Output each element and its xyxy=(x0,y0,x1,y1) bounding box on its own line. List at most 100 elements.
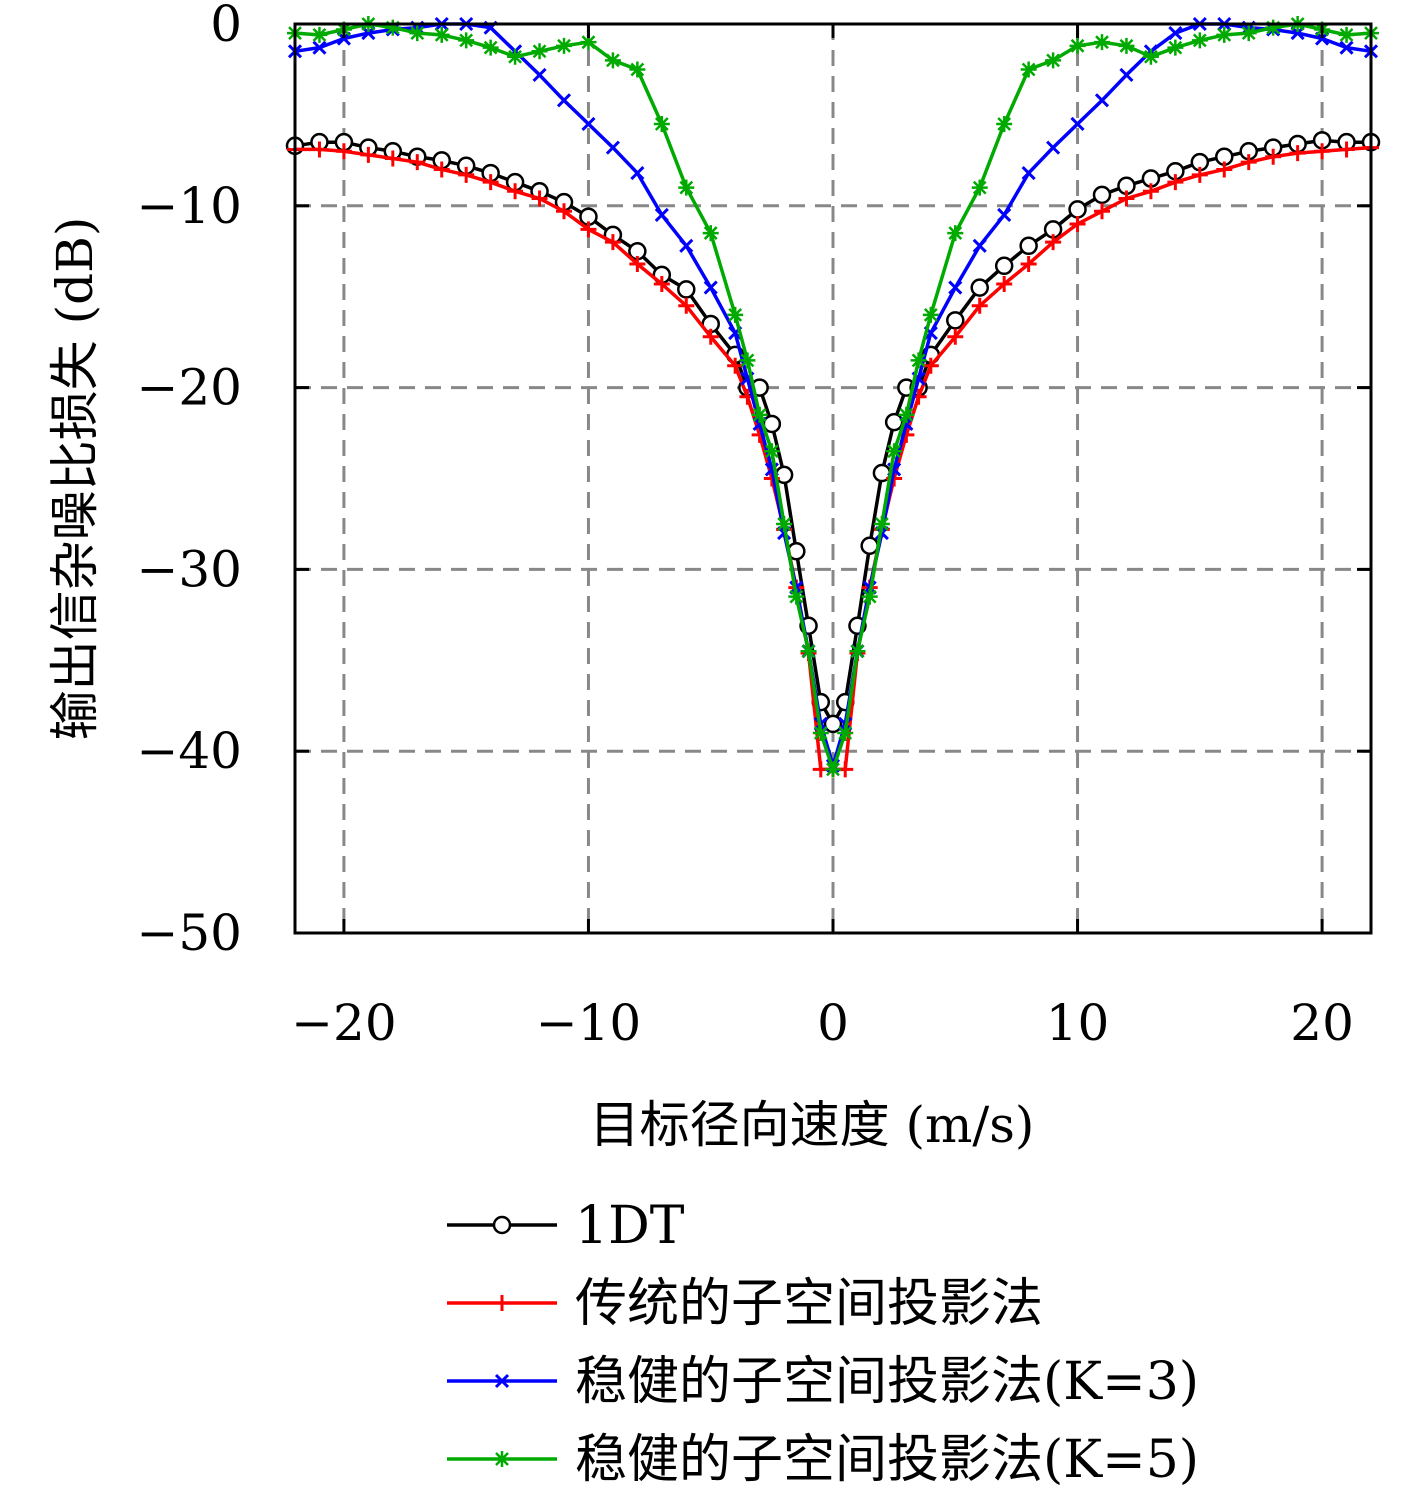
plus-marker xyxy=(1314,143,1331,160)
grid-lines xyxy=(295,24,1371,933)
asterisk-marker xyxy=(580,34,597,51)
plus-marker xyxy=(580,221,597,238)
plus-marker xyxy=(556,203,572,220)
legend-label: 1DT xyxy=(575,1196,685,1256)
x-marker xyxy=(1339,40,1354,55)
plus-marker xyxy=(996,275,1013,292)
y-tick-label: −40 xyxy=(136,722,242,780)
circle-marker xyxy=(884,412,904,432)
axis-ticks: −20 −10 0 10 20 0 −10 −20 −30 −40 −50 xyxy=(136,0,1371,1052)
plus-marker xyxy=(409,154,426,171)
y-tick-label: −50 xyxy=(136,904,242,962)
plus-marker xyxy=(653,275,670,292)
asterisk-marker xyxy=(971,179,988,196)
plus-marker xyxy=(433,161,450,178)
plus-marker xyxy=(1045,234,1062,251)
asterisk-marker xyxy=(788,588,805,605)
x-tick-label: −10 xyxy=(536,994,642,1052)
asterisk-marker xyxy=(311,26,328,43)
asterisk-marker xyxy=(629,61,646,78)
asterisk-marker xyxy=(494,1451,510,1467)
asterisk-marker xyxy=(825,761,841,778)
x-marker xyxy=(997,207,1012,222)
circle-marker xyxy=(946,311,965,330)
circle-marker xyxy=(492,1215,512,1235)
plus-marker xyxy=(1216,161,1233,178)
plus-marker xyxy=(482,174,499,191)
y-tick-label: −10 xyxy=(136,177,242,235)
asterisk-marker xyxy=(678,179,695,196)
x-marker xyxy=(1119,67,1134,82)
plus-marker xyxy=(1240,154,1257,171)
x-tick-label: −20 xyxy=(291,994,397,1052)
y-tick-label: −20 xyxy=(136,359,242,417)
asterisk-marker xyxy=(776,515,793,532)
asterisk-marker xyxy=(556,37,572,54)
plus-marker xyxy=(1338,141,1355,158)
x-marker xyxy=(1070,116,1085,132)
x-marker xyxy=(654,207,669,222)
x-tick-label: 20 xyxy=(1290,994,1354,1052)
plus-marker xyxy=(507,183,524,200)
x-marker xyxy=(972,238,987,253)
plus-marker xyxy=(727,357,744,374)
plus-marker xyxy=(1118,190,1135,207)
asterisk-marker xyxy=(886,443,903,460)
plus-marker xyxy=(384,150,401,167)
plus-marker xyxy=(335,143,352,160)
asterisk-marker xyxy=(507,48,524,65)
plus-marker xyxy=(1142,183,1159,200)
plus-marker xyxy=(1094,203,1110,220)
asterisk-marker xyxy=(1069,37,1086,54)
plus-marker xyxy=(360,146,377,163)
circle-marker xyxy=(970,278,989,297)
series-layer xyxy=(285,16,1381,778)
plus-marker xyxy=(629,255,646,272)
y-axis-label: 输出信杂噪比损失 (dB) xyxy=(46,217,104,741)
asterisk-marker xyxy=(1094,34,1110,51)
plus-marker xyxy=(531,190,548,207)
series-4 xyxy=(287,16,1379,778)
asterisk-marker xyxy=(947,225,964,242)
series-1 xyxy=(285,131,1381,734)
asterisk-marker xyxy=(739,352,756,369)
asterisk-marker xyxy=(531,43,548,60)
plus-marker xyxy=(971,297,988,314)
legend-item: 传统的子空间投影法 xyxy=(447,1274,1043,1334)
asterisk-marker xyxy=(1216,26,1233,43)
asterisk-marker xyxy=(873,515,890,532)
circle-marker xyxy=(1092,185,1112,205)
plus-marker xyxy=(678,297,695,314)
x-marker xyxy=(1094,93,1110,108)
legend-label: 稳健的子空间投影法(K=3) xyxy=(575,1352,1199,1412)
plus-marker xyxy=(311,141,328,158)
x-marker xyxy=(679,238,694,253)
asterisk-marker xyxy=(458,32,475,49)
legend-item: 稳健的子空间投影法(K=5) xyxy=(447,1430,1199,1490)
asterisk-marker xyxy=(812,725,829,742)
asterisk-marker xyxy=(751,406,768,423)
circle-marker xyxy=(1019,236,1038,256)
asterisk-marker xyxy=(482,39,499,56)
asterisk-marker xyxy=(1191,32,1208,49)
x-tick-label: 0 xyxy=(817,994,849,1052)
asterisk-marker xyxy=(409,25,426,42)
asterisk-marker xyxy=(996,115,1013,132)
x-marker xyxy=(948,280,963,295)
circle-marker xyxy=(677,280,696,299)
asterisk-marker xyxy=(849,643,866,660)
circle-marker xyxy=(823,714,843,734)
legend-label: 传统的子空间投影法 xyxy=(575,1274,1043,1334)
x-marker xyxy=(494,1373,510,1389)
asterisk-marker xyxy=(1142,48,1159,65)
x-marker xyxy=(605,140,620,155)
asterisk-marker xyxy=(702,225,719,242)
circle-marker xyxy=(1068,200,1087,219)
asterisk-marker xyxy=(653,115,670,132)
legend-label: 稳健的子空间投影法(K=5) xyxy=(575,1430,1199,1490)
x-axis-label: 目标径向速度 (m/s) xyxy=(590,1096,1035,1154)
circle-marker xyxy=(994,256,1014,276)
asterisk-marker xyxy=(800,643,817,660)
